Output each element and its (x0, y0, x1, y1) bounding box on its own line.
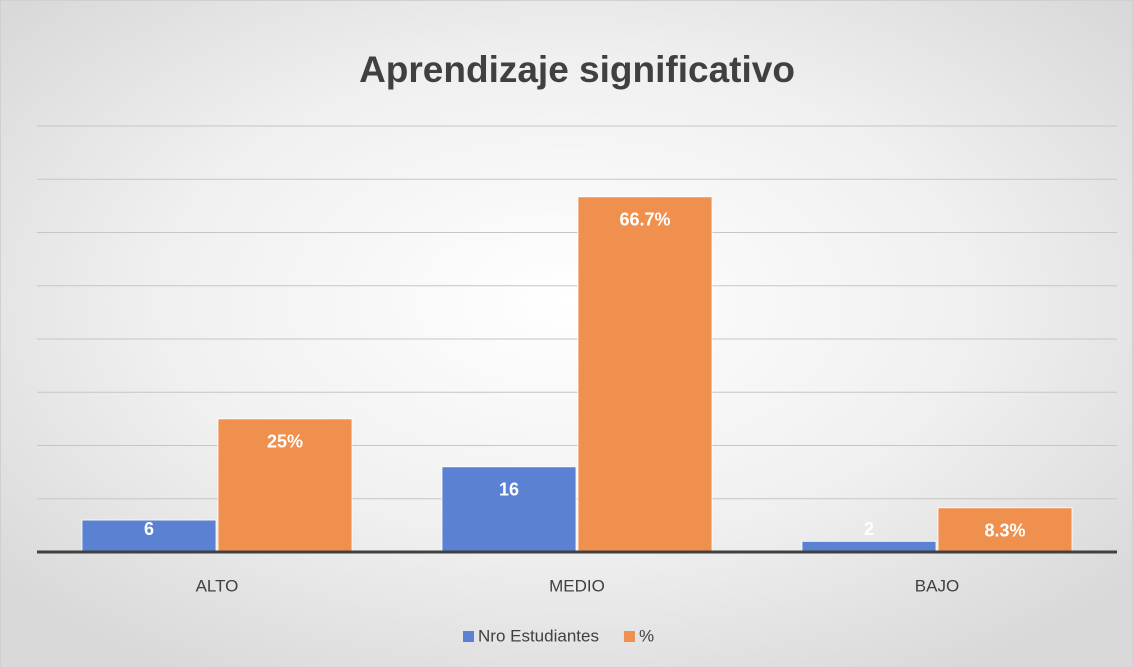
data-label: 6 (144, 519, 154, 539)
data-label: 66.7% (619, 210, 670, 230)
chart-title: Aprendizaje significativo (359, 49, 795, 90)
x-tick-label: ALTO (196, 576, 239, 595)
legend-swatch (623, 631, 635, 642)
data-label: 25% (267, 432, 303, 452)
data-label: 16 (499, 480, 519, 500)
data-label: 2 (864, 519, 874, 539)
bar (81, 519, 217, 553)
legend-label: % (639, 626, 654, 645)
data-label: 8.3% (984, 521, 1025, 541)
legend-swatch (463, 631, 474, 642)
bar (577, 196, 713, 553)
legend-label: Nro Estudiantes (478, 626, 599, 645)
bar (801, 540, 937, 553)
x-tick-label: BAJO (915, 576, 959, 595)
x-tick-label: MEDIO (549, 576, 605, 595)
